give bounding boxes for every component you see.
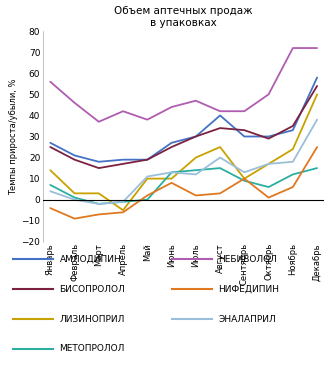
Y-axis label: Темпы прироста/убыли, %: Темпы прироста/убыли, % [10, 78, 19, 195]
Text: БИСОПРОЛОЛ: БИСОПРОЛОЛ [60, 285, 125, 294]
Text: НЕБИВОЛОЛ: НЕБИВОЛОЛ [218, 255, 277, 264]
Text: АМЛОДИПИН: АМЛОДИПИН [60, 255, 121, 264]
Text: ЛИЗИНОПРИЛ: ЛИЗИНОПРИЛ [60, 315, 125, 324]
Text: ЭНАЛАПРИЛ: ЭНАЛАПРИЛ [218, 315, 276, 324]
Title: Объем аптечных продаж
в упаковках: Объем аптечных продаж в упаковках [115, 6, 253, 28]
Text: МЕТОПРОЛОЛ: МЕТОПРОЛОЛ [60, 344, 125, 353]
Text: НИФЕДИПИН: НИФЕДИПИН [218, 285, 279, 294]
